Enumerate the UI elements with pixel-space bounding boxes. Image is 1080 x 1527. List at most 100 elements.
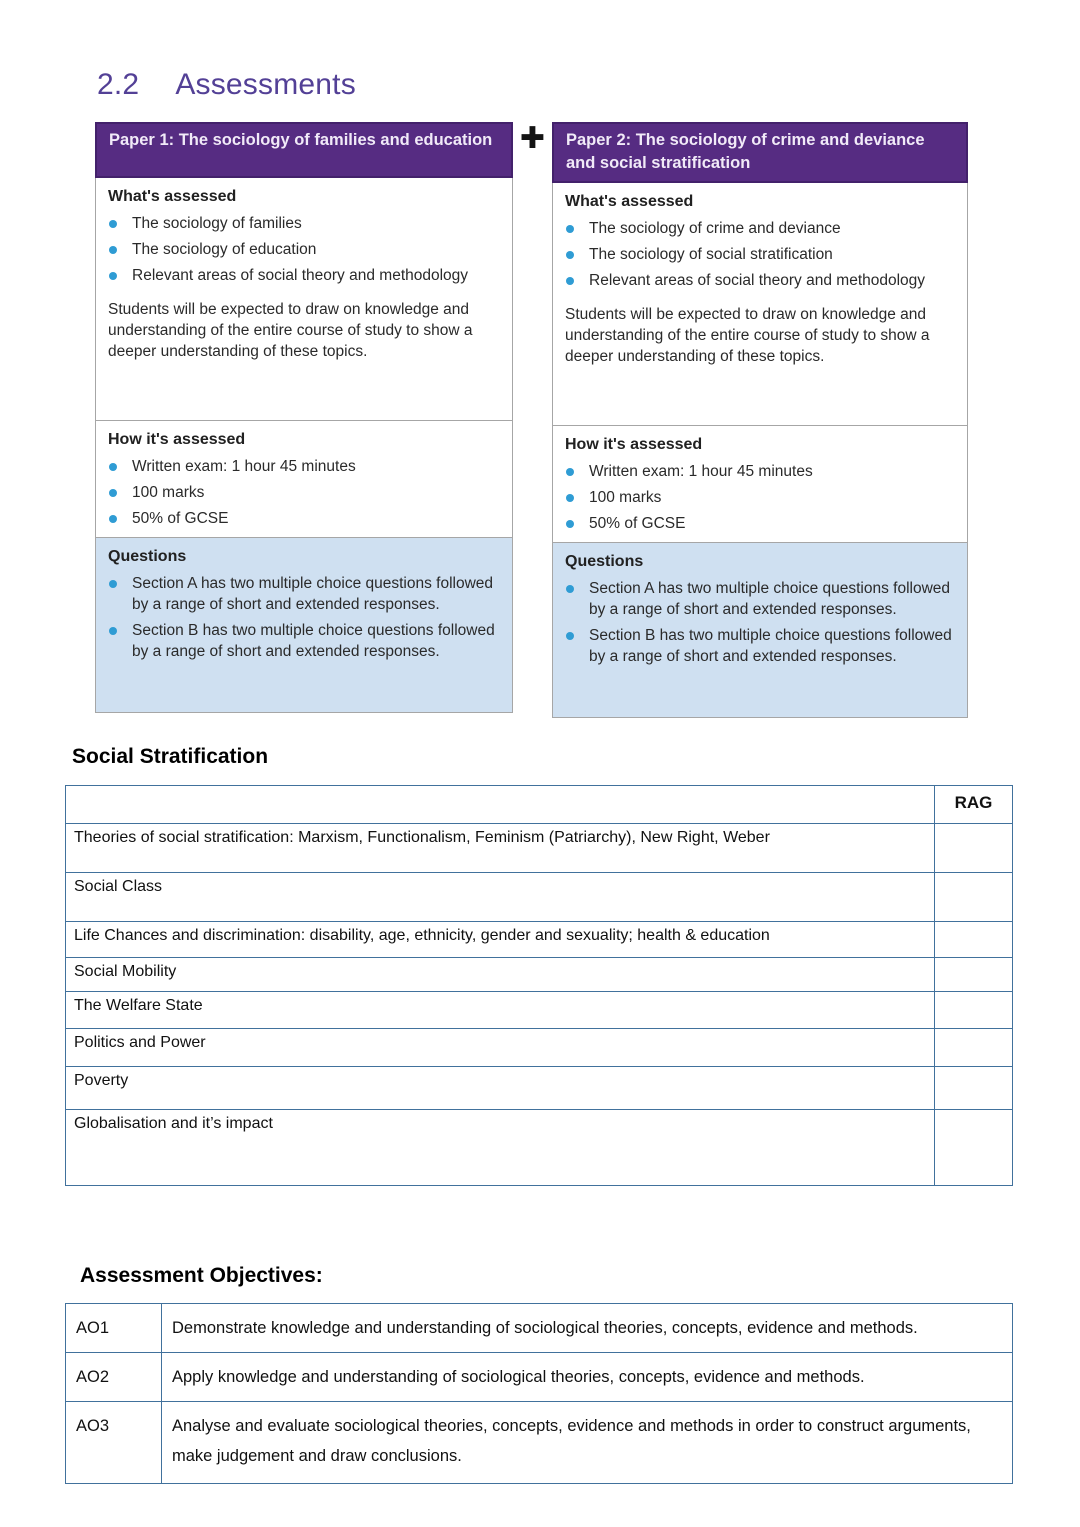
topic-cell: Poverty (65, 1066, 935, 1110)
whats-assessed-list: The sociology of families The sociology … (96, 213, 512, 286)
bullet-dot-icon (566, 467, 574, 476)
bullet-dot-icon (566, 584, 574, 593)
list-item-text: 50% of GCSE (132, 510, 229, 527)
plus-icon: ✚ (519, 121, 546, 156)
rag-cell (934, 1028, 1013, 1067)
list-item-text: 100 marks (589, 488, 662, 506)
list-item-text: The sociology of education (132, 241, 317, 258)
social-stratification-heading: Social Stratification (72, 745, 269, 768)
list-item-text: 50% of GCSE (589, 514, 686, 532)
list-item-text: Section B has two multiple choice questi… (132, 622, 495, 660)
table-row: Globalisation and it’s impact (65, 1109, 1013, 1186)
ao-code-cell: AO1 (65, 1303, 162, 1353)
table-row: Life Chances and discrimination: disabil… (65, 921, 1013, 958)
list-item: The sociology of families (96, 213, 512, 234)
paper-2-panel: Paper 2: The sociology of crime and devi… (552, 122, 968, 718)
questions-list: Section A has two multiple choice questi… (96, 573, 512, 662)
bullet-dot-icon (109, 220, 117, 228)
assessment-objectives-table: AO1 Demonstrate knowledge and understand… (65, 1303, 1013, 1484)
papers-row: Paper 1: The sociology of families and e… (95, 122, 968, 718)
list-item-text: Relevant areas of social theory and meth… (132, 267, 469, 284)
questions-heading: Questions (108, 548, 187, 565)
assessment-objectives-heading: Assessment Objectives: (80, 1264, 323, 1287)
list-item: Written exam: 1 hour 45 minutes (553, 461, 967, 482)
rag-cell (934, 991, 1013, 1029)
topic-cell: Social Mobility (65, 957, 935, 992)
bullet-dot-icon (109, 489, 117, 497)
bullet-dot-icon (109, 627, 117, 635)
list-item-text: Relevant areas of social theory and meth… (589, 271, 926, 289)
empty-header-cell (65, 785, 935, 824)
ao-text-cell: Demonstrate knowledge and understanding … (161, 1303, 1013, 1353)
whats-assessed-note: Students will be expected to draw on kno… (108, 301, 473, 360)
paper-2-questions-section: Questions Section A has two multiple cho… (553, 541, 967, 717)
list-item: 100 marks (96, 482, 512, 503)
table-row: AO3 Analyse and evaluate sociological th… (65, 1401, 1013, 1484)
rag-cell (934, 1066, 1013, 1110)
list-item: Relevant areas of social theory and meth… (96, 265, 512, 286)
paper-2-whats-assessed-section: What's assessed The sociology of crime a… (553, 183, 967, 425)
list-item-text: Written exam: 1 hour 45 minutes (132, 458, 356, 475)
section-number: 2.2 (97, 68, 140, 101)
paper-2-how-assessed-section: How it's assessed Written exam: 1 hour 4… (553, 424, 967, 542)
paper-2-body: What's assessed The sociology of crime a… (552, 182, 968, 718)
rag-cell (934, 1109, 1013, 1186)
list-item-text: 100 marks (132, 484, 205, 501)
whats-assessed-heading: What's assessed (565, 192, 694, 210)
section-title: Assessments (175, 68, 356, 101)
how-assessed-heading: How it's assessed (565, 435, 703, 453)
ao-code-cell: AO3 (65, 1401, 162, 1484)
table-row: The Welfare State (65, 991, 1013, 1029)
paper-1-whats-assessed-section: What's assessed The sociology of familie… (96, 178, 512, 420)
whats-assessed-note: Students will be expected to draw on kno… (565, 305, 930, 365)
topic-cell: Globalisation and it’s impact (65, 1109, 935, 1186)
topic-cell: The Welfare State (65, 991, 935, 1029)
list-item-text: Written exam: 1 hour 45 minutes (589, 462, 813, 480)
list-item: Section B has two multiple choice questi… (553, 625, 967, 667)
list-item: 100 marks (553, 487, 967, 508)
paper-1-how-assessed-section: How it's assessed Written exam: 1 hour 4… (96, 420, 512, 537)
table-row: Social Class (65, 872, 1013, 922)
rag-cell (934, 872, 1013, 922)
bullet-dot-icon (566, 519, 574, 528)
list-item-text: Section A has two multiple choice questi… (132, 575, 494, 613)
questions-list: Section A has two multiple choice questi… (553, 578, 967, 667)
table-header-row: RAG (65, 785, 1013, 824)
bullet-dot-icon (109, 272, 117, 280)
topic-cell: Life Chances and discrimination: disabil… (65, 921, 935, 958)
how-assessed-heading: How it's assessed (108, 431, 246, 448)
paper-1-panel: Paper 1: The sociology of families and e… (95, 122, 513, 713)
list-item-text: Section B has two multiple choice questi… (589, 626, 952, 665)
bullet-dot-icon (109, 463, 117, 471)
bullet-dot-icon (109, 515, 117, 523)
list-item: Section B has two multiple choice questi… (96, 620, 512, 662)
list-item-text: The sociology of families (132, 215, 302, 232)
paper-1-questions-section: Questions Section A has two multiple cho… (96, 537, 512, 712)
rag-cell (934, 921, 1013, 958)
list-item: 50% of GCSE (96, 508, 512, 529)
paper-1-body: What's assessed The sociology of familie… (95, 178, 513, 713)
list-item: The sociology of crime and deviance (553, 218, 967, 239)
table-row: Theories of social stratification: Marxi… (65, 823, 1013, 873)
topic-cell: Social Class (65, 872, 935, 922)
list-item: Written exam: 1 hour 45 minutes (96, 456, 512, 477)
section-heading: 2.2 Assessments (97, 68, 356, 102)
paper-2-title: Paper 2: The sociology of crime and devi… (552, 122, 968, 183)
bullet-dot-icon (566, 276, 574, 285)
list-item: The sociology of social stratification (553, 244, 967, 265)
list-item: Section A has two multiple choice questi… (96, 573, 512, 615)
list-item: The sociology of education (96, 239, 512, 260)
ao-code-cell: AO2 (65, 1352, 162, 1402)
social-stratification-table: RAG Theories of social stratification: M… (65, 785, 1013, 1186)
topic-cell: Theories of social stratification: Marxi… (65, 823, 935, 873)
table-row: Social Mobility (65, 957, 1013, 992)
list-item: 50% of GCSE (553, 513, 967, 534)
how-assessed-list: Written exam: 1 hour 45 minutes 100 mark… (553, 461, 967, 534)
bullet-dot-icon (566, 224, 574, 233)
list-item-text: The sociology of social stratification (589, 245, 833, 263)
paper-1-title: Paper 1: The sociology of families and e… (95, 122, 513, 178)
table-row: Politics and Power (65, 1028, 1013, 1067)
bullet-dot-icon (109, 580, 117, 588)
bullet-dot-icon (566, 631, 574, 640)
